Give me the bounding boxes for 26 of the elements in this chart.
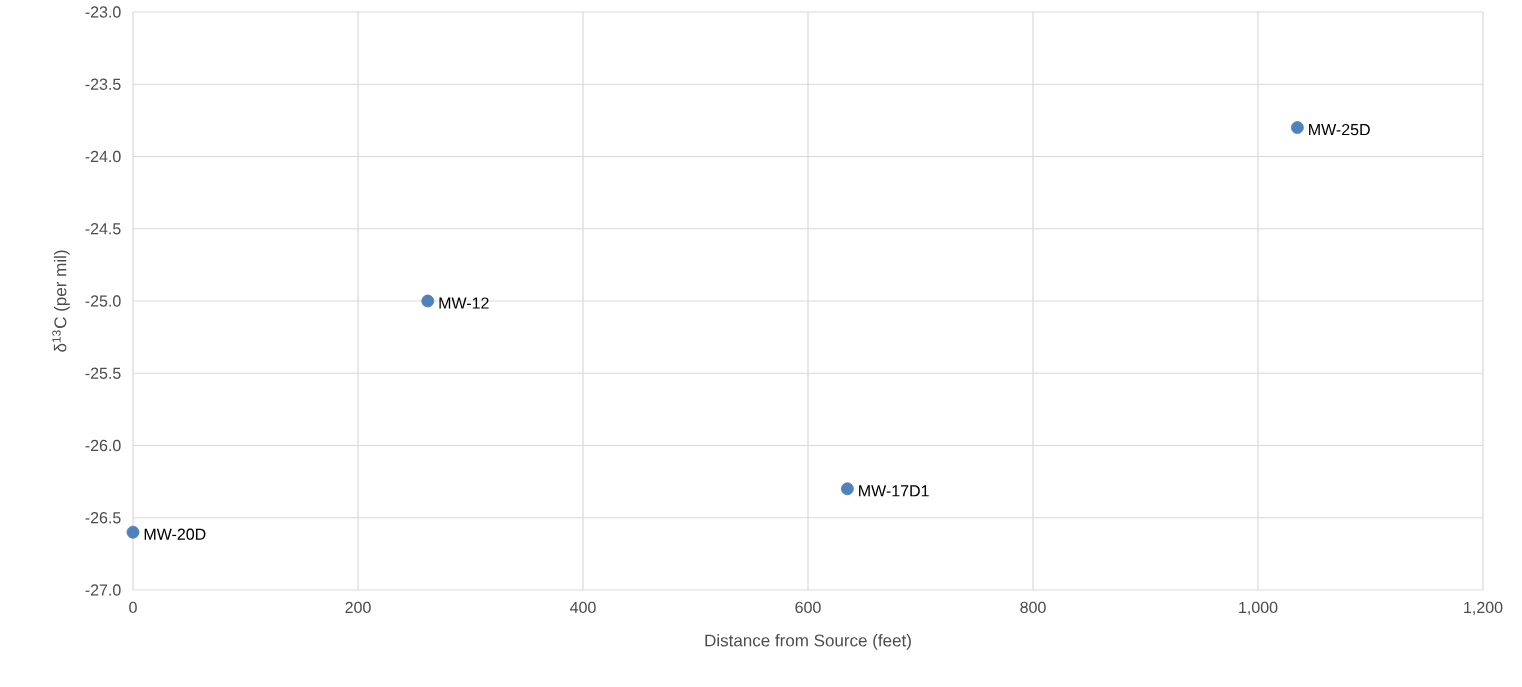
x-tick-label: 0 [129, 601, 137, 614]
y-tick-label: -24.0 [85, 150, 121, 163]
x-tick-label: 1,200 [1464, 601, 1503, 615]
annotation: MW-20D [144, 528, 206, 540]
y-tick-label: -26.5 [85, 512, 121, 524]
point [1290, 121, 1304, 134]
x-tick-label: 600 [795, 601, 821, 614]
annotation: MW-12 [439, 297, 489, 309]
y-tick-label: -25.0 [85, 295, 121, 307]
y-tick-label: -25.5 [85, 367, 121, 379]
annotation: MW-17D1 [859, 485, 929, 497]
point [126, 525, 140, 539]
y-tick-label: -27.0 [85, 584, 121, 596]
y-tick-label: -24.5 [85, 223, 121, 235]
x-tick-label: 1,000 [1239, 601, 1278, 615]
y-tick-label: -23.0 [85, 6, 121, 18]
annotation: MW-25D [1309, 123, 1370, 136]
y-axis-title: δ$^{13}$C (per mil) [52, 250, 70, 352]
x-axis-title: Distance from Source (feet) [705, 634, 911, 650]
x-tick-label: 200 [345, 601, 371, 614]
point [840, 482, 854, 496]
x-tick-label: 400 [570, 601, 596, 614]
point [421, 294, 435, 308]
x-tick-label: 800 [1020, 601, 1046, 614]
y-tick-label: -26.0 [85, 439, 121, 452]
y-tick-label: -23.5 [85, 78, 121, 90]
